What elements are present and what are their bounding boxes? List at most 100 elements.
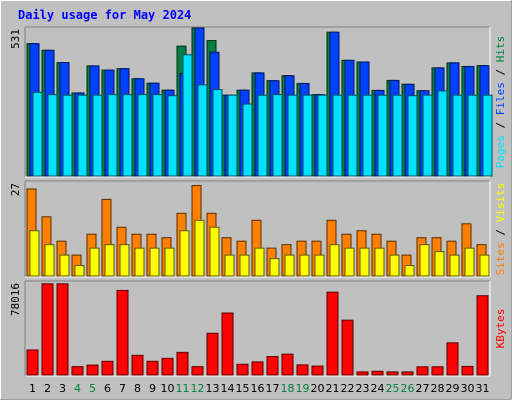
visits-panel-bar-sites-day-8 (134, 247, 145, 277)
kbytes-panel-bar-kbytes-day-4 (71, 366, 84, 376)
visits-panel-bar-sites-day-29 (449, 254, 460, 277)
day-tick-17: 17 (266, 382, 280, 395)
hits-label-part-1: / (494, 115, 507, 135)
kbytes-panel-bar-kbytes-day-6 (101, 360, 114, 376)
kbytes-panel-bar-kbytes-day-9 (146, 360, 159, 376)
visits-panel-bar-sites-day-18 (284, 254, 295, 277)
hits-panel-bar-pages-day-18 (287, 94, 298, 177)
visits-label: Sites / Visits (494, 183, 507, 276)
hits-panel-bar-pages-day-5 (92, 94, 103, 177)
kbytes-panel-bar-kbytes-day-25 (386, 371, 399, 376)
kbytes-panel-bar-kbytes-day-21 (326, 291, 339, 376)
day-tick-14: 14 (221, 382, 235, 395)
hits-panel-bar-pages-day-13 (212, 89, 223, 177)
kbytes-label-part-0: KBytes (494, 309, 507, 349)
kbytes-panel-bar-kbytes-day-15 (236, 363, 249, 376)
hits-panel-bar-pages-day-6 (107, 94, 118, 177)
visits-panel-bar-sites-day-26 (404, 265, 415, 277)
kbytes-panel-bar-kbytes-day-2 (41, 283, 54, 376)
visits-label-part-0: Sites (494, 242, 507, 275)
day-tick-15: 15 (236, 382, 250, 395)
hits-panel-bar-pages-day-10 (167, 95, 178, 177)
visits-panel-bar-sites-day-5 (89, 247, 100, 277)
visits-panel-bar-sites-day-9 (149, 247, 160, 277)
kbytes-panel: 78016 KBytes (9, 280, 507, 377)
kbytes-panel-bar-kbytes-day-23 (356, 371, 369, 376)
kbytes-panel-bar-kbytes-day-16 (251, 361, 264, 376)
day-tick-2: 2 (44, 382, 51, 395)
hits-panel-bar-pages-day-14 (227, 94, 238, 177)
kbytes-panel-bar-kbytes-day-29 (446, 342, 459, 376)
kbytes-panel-bar-kbytes-day-11 (176, 351, 189, 376)
day-tick-12: 12 (191, 382, 205, 395)
day-tick-5: 5 (89, 382, 96, 395)
kbytes-panel-bar-kbytes-day-22 (341, 319, 354, 376)
kbytes-panel-bar-kbytes-day-7 (116, 289, 129, 376)
day-tick-11: 11 (176, 382, 190, 395)
visits-panel-bar-sites-day-21 (329, 244, 340, 277)
visits-panel-bar-sites-day-15 (239, 254, 250, 277)
hits-label-part-0: Pages (494, 135, 507, 168)
visits-panel-bar-sites-day-13 (209, 226, 220, 277)
day-tick-31: 31 (476, 382, 490, 395)
hits-panel-bar-pages-day-7 (122, 94, 133, 177)
kbytes-panel-bar-kbytes-day-26 (401, 371, 414, 376)
visits-panel-max-label: 27 (9, 183, 22, 196)
hits-panel-bar-pages-day-3 (62, 94, 73, 177)
day-tick-16: 16 (251, 382, 265, 395)
day-tick-21: 21 (326, 382, 340, 395)
hits-panel-bar-pages-day-2 (47, 94, 58, 177)
day-tick-13: 13 (206, 382, 220, 395)
kbytes-panel-bar-kbytes-day-14 (221, 312, 234, 376)
hits-panel-series-pages (32, 54, 493, 177)
day-tick-27: 27 (416, 382, 430, 395)
hits-label: Pages / Files / Hits (494, 36, 507, 169)
hits-panel-bar-pages-day-31 (482, 94, 493, 177)
visits-panel-bar-sites-day-27 (419, 244, 430, 277)
kbytes-panel-bar-kbytes-day-27 (416, 366, 429, 376)
hits-panel-bar-pages-day-21 (332, 94, 343, 177)
hits-panel-bar-pages-day-20 (317, 94, 328, 177)
visits-panel-bar-sites-day-3 (59, 254, 70, 277)
hits-panel-bar-pages-day-4 (77, 94, 88, 177)
hits-label-part-2: Files (494, 82, 507, 115)
kbytes-panel-bar-kbytes-day-12 (191, 366, 204, 376)
kbytes-panel-bar-kbytes-day-1 (26, 349, 39, 376)
hits-panel-bar-pages-day-26 (407, 95, 418, 177)
hits-panel-bar-pages-day-27 (422, 94, 433, 177)
day-tick-1: 1 (29, 382, 36, 395)
kbytes-panel-bar-kbytes-day-19 (296, 364, 309, 376)
hits-panel-bar-pages-day-29 (452, 94, 463, 177)
kbytes-panel-series-kbytes (26, 283, 489, 376)
visits-panel-bar-sites-day-31 (479, 254, 490, 277)
day-tick-4: 4 (74, 382, 81, 395)
day-tick-28: 28 (431, 382, 445, 395)
kbytes-panel-bar-kbytes-day-31 (476, 295, 489, 376)
day-tick-25: 25 (386, 382, 400, 395)
kbytes-panel-bar-kbytes-day-17 (266, 356, 279, 376)
day-tick-20: 20 (311, 382, 325, 395)
kbytes-panel-bar-kbytes-day-8 (131, 354, 144, 376)
day-tick-8: 8 (134, 382, 141, 395)
visits-panel-bar-sites-day-7 (119, 244, 130, 277)
visits-panel-bar-sites-day-16 (254, 247, 265, 277)
hits-panel-bar-pages-day-12 (197, 84, 208, 177)
day-tick-26: 26 (401, 382, 415, 395)
visits-panel-bar-sites-day-24 (374, 247, 385, 277)
hits-panel-bar-pages-day-15 (242, 103, 253, 177)
kbytes-panel-plot-area (25, 281, 490, 376)
kbytes-panel-bar-kbytes-day-30 (461, 365, 474, 376)
kbytes-label: KBytes (494, 309, 507, 349)
day-tick-29: 29 (446, 382, 460, 395)
day-tick-9: 9 (149, 382, 156, 395)
visits-panel-series-sites (29, 219, 490, 277)
hits-panel-bar-pages-day-30 (467, 94, 478, 177)
visits-panel-bar-sites-day-23 (359, 247, 370, 277)
hits-panel-bar-pages-day-19 (302, 94, 313, 177)
visits-panel-bar-sites-day-17 (269, 258, 280, 277)
visits-panel-bar-sites-day-30 (464, 247, 475, 277)
day-tick-30: 30 (461, 382, 475, 395)
visits-panel-bar-sites-day-22 (344, 247, 355, 277)
day-tick-24: 24 (371, 382, 385, 395)
day-tick-labels: 1 2 3 4 5 6 7 8 9 10 11 12 13 14 15 16 17 18 19 20 21 22 23 24 2… (29, 382, 490, 395)
